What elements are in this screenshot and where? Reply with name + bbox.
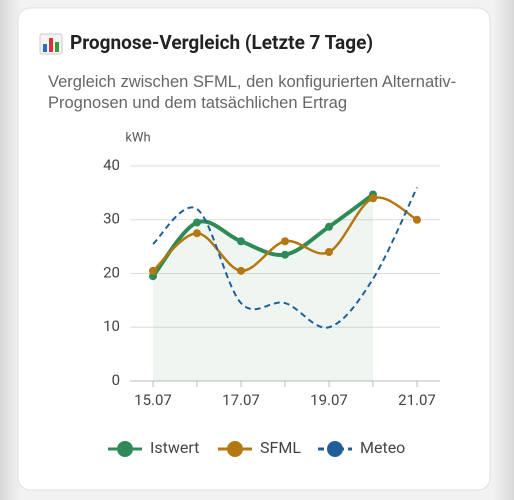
point [149,266,157,275]
legend-marker [117,441,133,457]
legend-label: Meteo [360,438,405,457]
y-tick-label: 20 [103,263,120,281]
point [413,215,421,224]
x-tick-label: 21.07 [398,391,436,409]
line [152,187,418,329]
point [281,250,289,259]
chart-icon [39,33,63,55]
point [237,237,245,246]
point [193,229,201,238]
point [281,237,289,246]
x-tick-label: 15.07 [134,391,172,409]
y-tick-label: 30 [103,210,120,228]
x-tick-label: 17.07 [222,391,260,409]
point [237,266,245,275]
area [153,194,373,381]
legend-marker [327,441,343,457]
y-axis-label: kWh [125,130,150,145]
point [193,218,201,227]
legend-label: Istwert [150,438,199,457]
chart-title: Prognose-Vergleich (Letzte 7 Tage) [70,31,373,54]
y-tick-label: 10 [103,317,120,335]
chart-subtitle: Vergleich zwischen SFML, den konfigurier… [48,73,457,112]
legend-marker [227,441,243,457]
y-tick-label: 0 [112,371,120,389]
subtitle-box: Vergleich zwischen SFML, den konfigurier… [48,73,457,112]
legend-label: SFML [260,438,301,457]
point [369,194,377,203]
y-tick-label: 40 [103,156,120,174]
point [325,222,333,231]
point [325,248,333,256]
x-tick-label: 19.07 [310,391,348,409]
